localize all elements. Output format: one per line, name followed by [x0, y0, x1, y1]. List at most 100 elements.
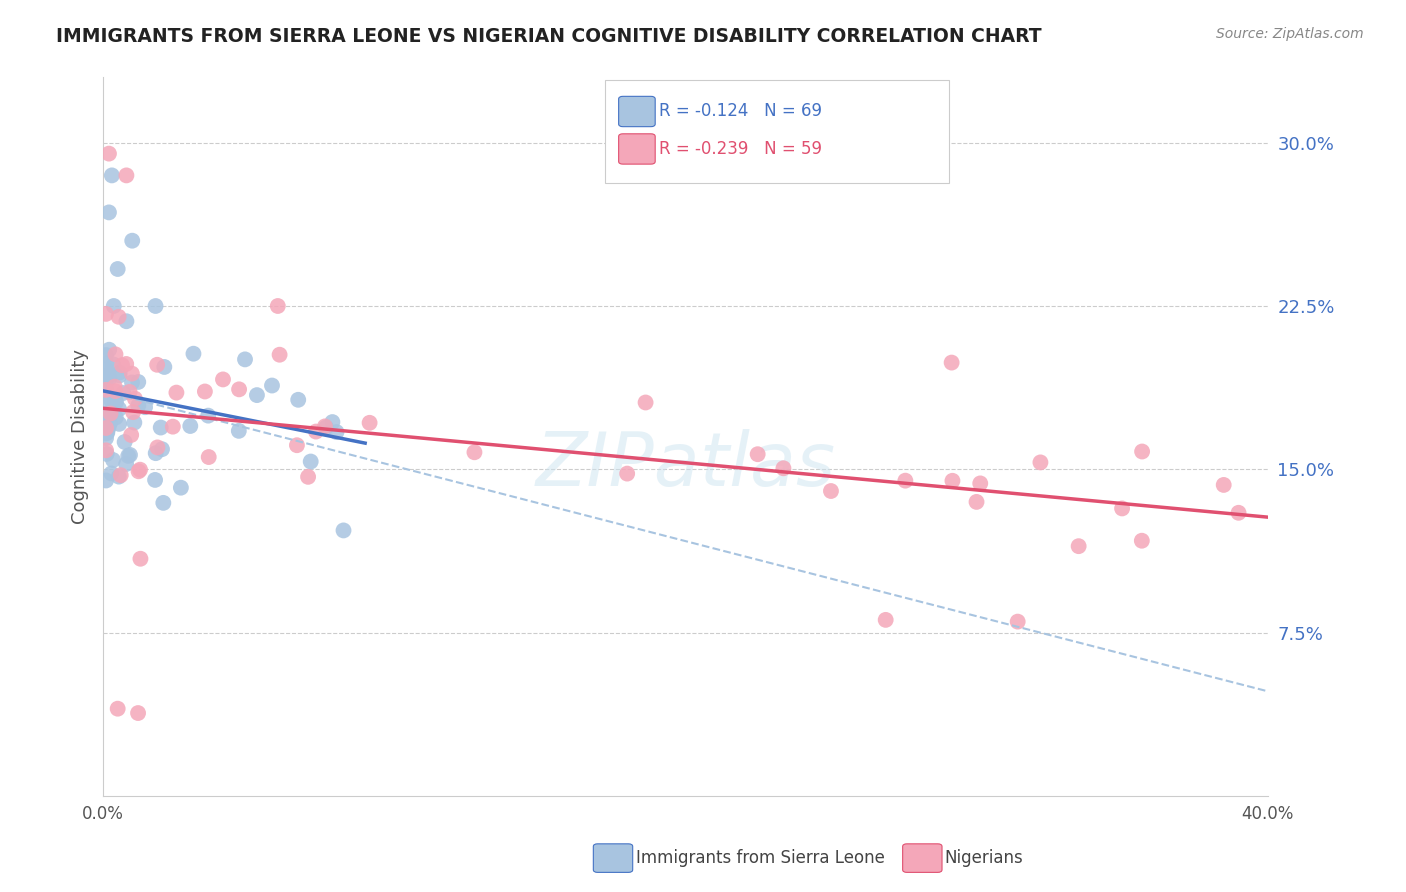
Point [110, 468, 132, 483]
Point [325, 425, 347, 439]
Point [463, 445, 485, 459]
Point [246, 388, 269, 402]
Point [108, 368, 131, 383]
Point [94, 443, 117, 458]
Point [97, 421, 120, 435]
Point [115, 169, 138, 183]
Point [122, 405, 145, 419]
Text: ZIPatlas: ZIPatlas [536, 429, 835, 501]
Point [128, 464, 150, 478]
Point [105, 395, 128, 409]
Point [94, 383, 117, 397]
Point [115, 457, 138, 471]
Point [359, 416, 381, 430]
Point [966, 495, 988, 509]
Point [98, 343, 121, 357]
Point [315, 420, 337, 434]
Point [228, 424, 250, 438]
Point [194, 384, 217, 399]
Point [134, 400, 156, 414]
Text: Source: ZipAtlas.com: Source: ZipAtlas.com [1216, 27, 1364, 41]
Point [124, 392, 146, 406]
Point [98, 417, 121, 431]
Point [129, 551, 152, 566]
Point [146, 358, 169, 372]
Point [94, 397, 117, 411]
Point [121, 376, 143, 390]
Point [129, 463, 152, 477]
Point [94, 348, 117, 362]
Point [100, 467, 122, 481]
Point [94, 426, 117, 441]
Point [149, 420, 172, 434]
Point [101, 169, 124, 183]
Point [183, 347, 205, 361]
Text: Immigrants from Sierra Leone: Immigrants from Sierra Leone [636, 849, 884, 867]
Point [772, 461, 794, 475]
Point [179, 419, 201, 434]
Point [1111, 501, 1133, 516]
Point [747, 447, 769, 461]
Point [117, 449, 139, 463]
Point [1130, 533, 1153, 548]
Point [269, 348, 291, 362]
Point [108, 366, 131, 380]
Point [96, 447, 118, 461]
Point [124, 416, 146, 430]
Point [111, 358, 134, 372]
Point [94, 431, 117, 445]
Point [96, 356, 118, 370]
Point [96, 425, 118, 440]
Point [94, 369, 117, 384]
Point [127, 399, 149, 413]
Point [115, 314, 138, 328]
Point [108, 417, 131, 431]
Point [1007, 615, 1029, 629]
Point [233, 352, 256, 367]
Point [143, 473, 166, 487]
Point [94, 373, 117, 387]
Point [103, 299, 125, 313]
Text: Nigerians: Nigerians [945, 849, 1024, 867]
Point [94, 421, 117, 435]
Point [285, 438, 308, 452]
Point [115, 357, 138, 371]
Point [100, 407, 122, 421]
Point [112, 386, 135, 401]
Point [121, 367, 143, 381]
Point [260, 378, 283, 392]
Point [197, 409, 219, 423]
Point [165, 385, 187, 400]
Point [153, 359, 176, 374]
Point [212, 372, 235, 386]
Point [287, 392, 309, 407]
Point [98, 411, 121, 425]
Text: R = -0.239   N = 59: R = -0.239 N = 59 [659, 140, 823, 158]
Point [127, 706, 149, 720]
Point [941, 474, 963, 488]
Text: R = -0.124   N = 69: R = -0.124 N = 69 [659, 103, 823, 120]
Text: IMMIGRANTS FROM SIERRA LEONE VS NIGERIAN COGNITIVE DISABILITY CORRELATION CHART: IMMIGRANTS FROM SIERRA LEONE VS NIGERIAN… [56, 27, 1042, 45]
Point [969, 476, 991, 491]
Point [145, 446, 167, 460]
Point [104, 384, 127, 398]
Point [94, 368, 117, 383]
Point [101, 453, 124, 467]
Point [267, 299, 290, 313]
Point [94, 383, 117, 397]
Point [127, 375, 149, 389]
Point [170, 481, 193, 495]
Y-axis label: Cognitive Disability: Cognitive Disability [72, 349, 89, 524]
Point [305, 425, 328, 439]
Point [120, 428, 142, 442]
Point [332, 524, 354, 538]
Point [634, 395, 657, 409]
Point [299, 454, 322, 468]
Point [1067, 539, 1090, 553]
Point [97, 205, 120, 219]
Point [145, 299, 167, 313]
Point [150, 442, 173, 457]
Point [894, 474, 917, 488]
Point [820, 483, 842, 498]
Point [107, 701, 129, 715]
